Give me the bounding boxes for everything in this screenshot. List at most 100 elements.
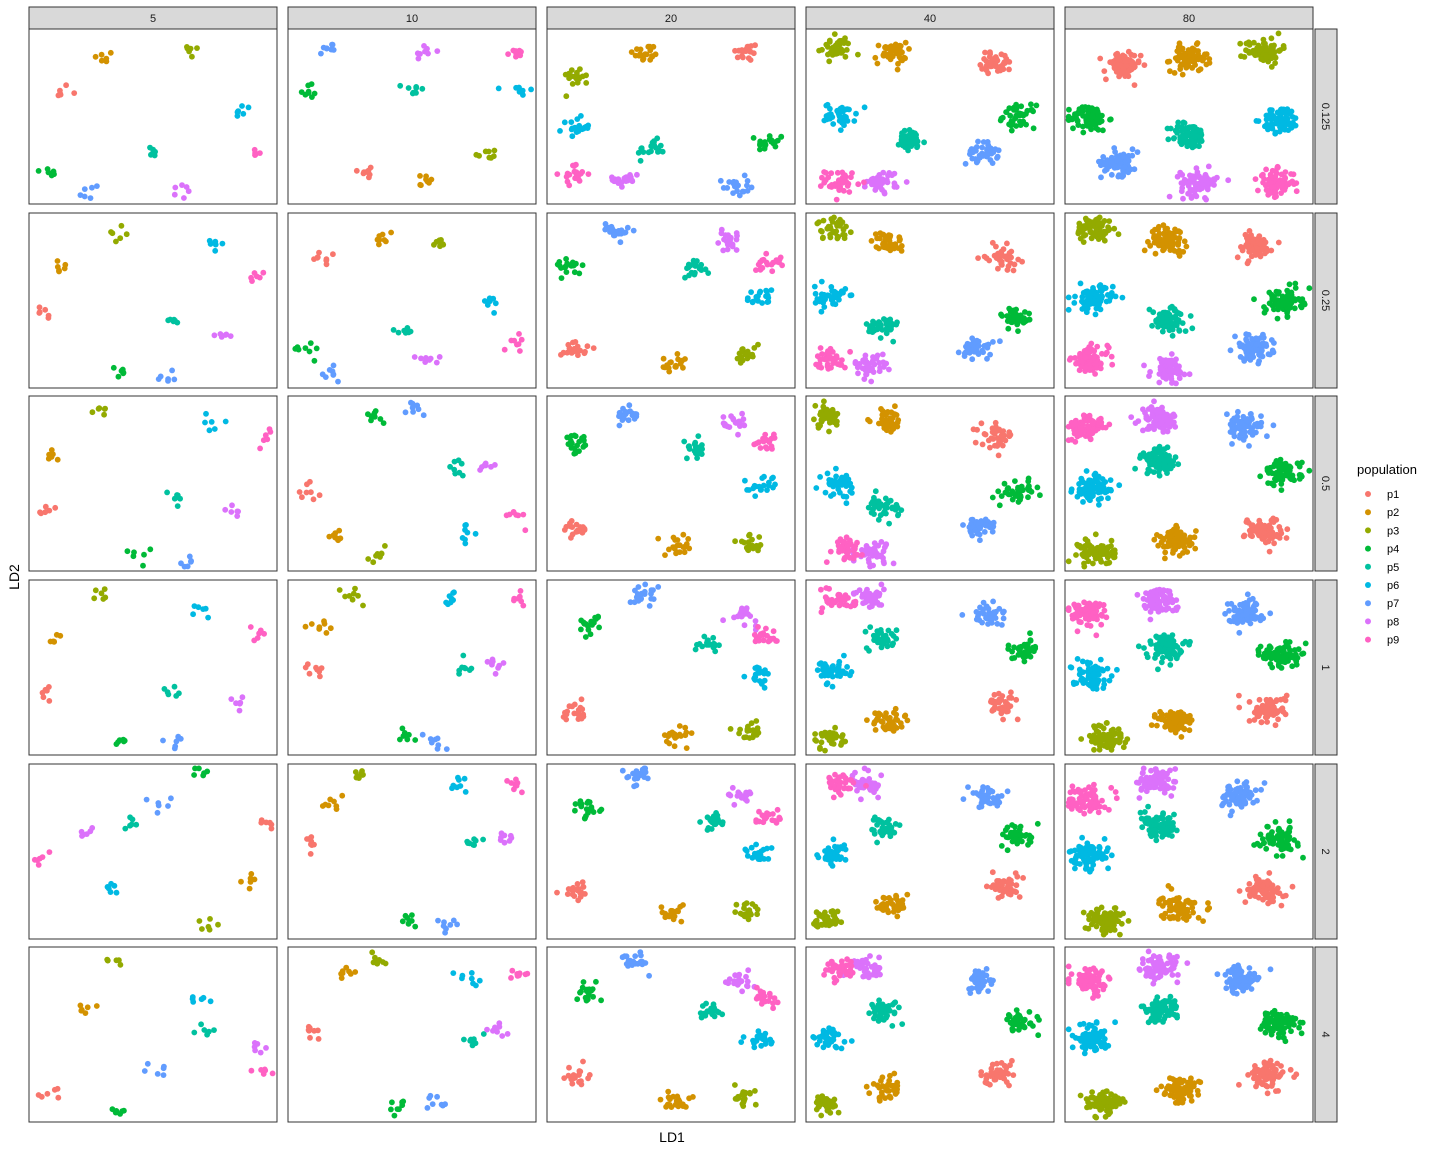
point-p6 — [755, 298, 761, 304]
point-p1 — [997, 438, 1004, 445]
point-p9 — [1077, 350, 1083, 357]
strip-background — [1314, 946, 1338, 1123]
point-p2 — [872, 231, 879, 238]
point-p6 — [761, 670, 768, 677]
point-p1 — [63, 82, 69, 89]
point-p2 — [316, 626, 323, 632]
point-p8 — [611, 178, 617, 185]
point-p6 — [818, 278, 825, 285]
point-p7 — [968, 516, 975, 523]
point-p8 — [878, 581, 885, 588]
point-p9 — [763, 625, 769, 632]
point-p6 — [828, 668, 835, 675]
point-p9 — [585, 171, 592, 178]
point-p6 — [1096, 501, 1102, 508]
point-p3 — [841, 232, 848, 239]
point-p6 — [813, 485, 820, 491]
point-p4 — [1292, 280, 1299, 287]
point-p1 — [558, 351, 564, 358]
point-p5 — [1171, 135, 1177, 141]
point-p7 — [186, 553, 193, 560]
point-p3 — [1258, 56, 1265, 62]
point-p3 — [739, 346, 745, 353]
point-p7 — [999, 622, 1005, 628]
point-p8 — [1203, 196, 1209, 203]
point-p2 — [1162, 549, 1169, 556]
point-p5 — [889, 642, 896, 649]
point-p1 — [366, 174, 372, 181]
point-p7 — [973, 159, 980, 166]
point-p6 — [829, 114, 835, 120]
point-p9 — [814, 353, 821, 360]
point-p8 — [222, 506, 229, 513]
point-p9 — [1109, 361, 1116, 368]
point-p3 — [812, 731, 818, 737]
point-p1 — [990, 436, 997, 442]
point-p2 — [685, 536, 692, 542]
point-p6 — [826, 477, 833, 483]
point-p4 — [1030, 108, 1036, 115]
point-p4 — [1080, 129, 1087, 136]
point-p6 — [239, 103, 245, 109]
point-p8 — [890, 560, 897, 567]
point-p6 — [451, 589, 457, 596]
point-p1 — [1120, 66, 1127, 73]
point-p4 — [1278, 487, 1285, 493]
point-p1 — [570, 339, 576, 346]
point-p1 — [1245, 258, 1252, 264]
point-p3 — [818, 227, 824, 234]
point-p1 — [563, 716, 570, 723]
point-p2 — [323, 630, 330, 636]
point-p6 — [462, 540, 469, 547]
point-p6 — [1270, 112, 1276, 119]
point-p6 — [1292, 115, 1299, 121]
facet-panels — [28, 28, 1314, 1123]
point-p7 — [989, 528, 996, 535]
point-p3 — [840, 738, 847, 745]
point-p6 — [843, 106, 850, 113]
point-p7 — [994, 153, 1001, 160]
point-p1 — [746, 48, 753, 55]
point-p6 — [826, 293, 833, 299]
point-p9 — [1288, 171, 1294, 177]
point-p1 — [55, 92, 62, 99]
point-p9 — [1268, 174, 1274, 181]
point-p6 — [1083, 468, 1090, 474]
point-p3 — [826, 37, 833, 44]
point-p3 — [382, 543, 388, 549]
point-p8 — [1156, 379, 1163, 386]
point-p7 — [1108, 160, 1115, 167]
point-p4 — [1306, 285, 1313, 292]
point-p1 — [998, 248, 1005, 255]
point-p6 — [769, 475, 775, 482]
column-strip: 20 — [546, 6, 796, 30]
point-p6 — [827, 105, 833, 112]
point-p4 — [568, 262, 575, 269]
point-p4 — [1003, 109, 1010, 116]
point-p9 — [753, 267, 759, 273]
facet-panel — [28, 212, 278, 389]
point-p3 — [352, 585, 358, 592]
point-p7 — [980, 139, 987, 145]
point-p1 — [1280, 696, 1287, 702]
point-p7 — [655, 584, 662, 590]
point-p3 — [438, 237, 444, 243]
point-p8 — [872, 600, 878, 606]
point-p3 — [818, 417, 825, 423]
point-p7 — [1247, 411, 1254, 417]
point-p2 — [1162, 555, 1168, 562]
point-p8 — [850, 590, 857, 597]
point-p2 — [1174, 57, 1181, 64]
point-p6 — [761, 677, 768, 684]
point-p5 — [1164, 312, 1171, 319]
point-p3 — [101, 406, 108, 412]
point-p7 — [1236, 340, 1243, 347]
point-p6 — [1076, 481, 1082, 487]
point-p5 — [174, 503, 181, 509]
point-p1 — [1001, 432, 1008, 439]
point-p3 — [373, 552, 379, 559]
point-p9 — [1099, 350, 1105, 357]
point-p1 — [1278, 706, 1285, 713]
